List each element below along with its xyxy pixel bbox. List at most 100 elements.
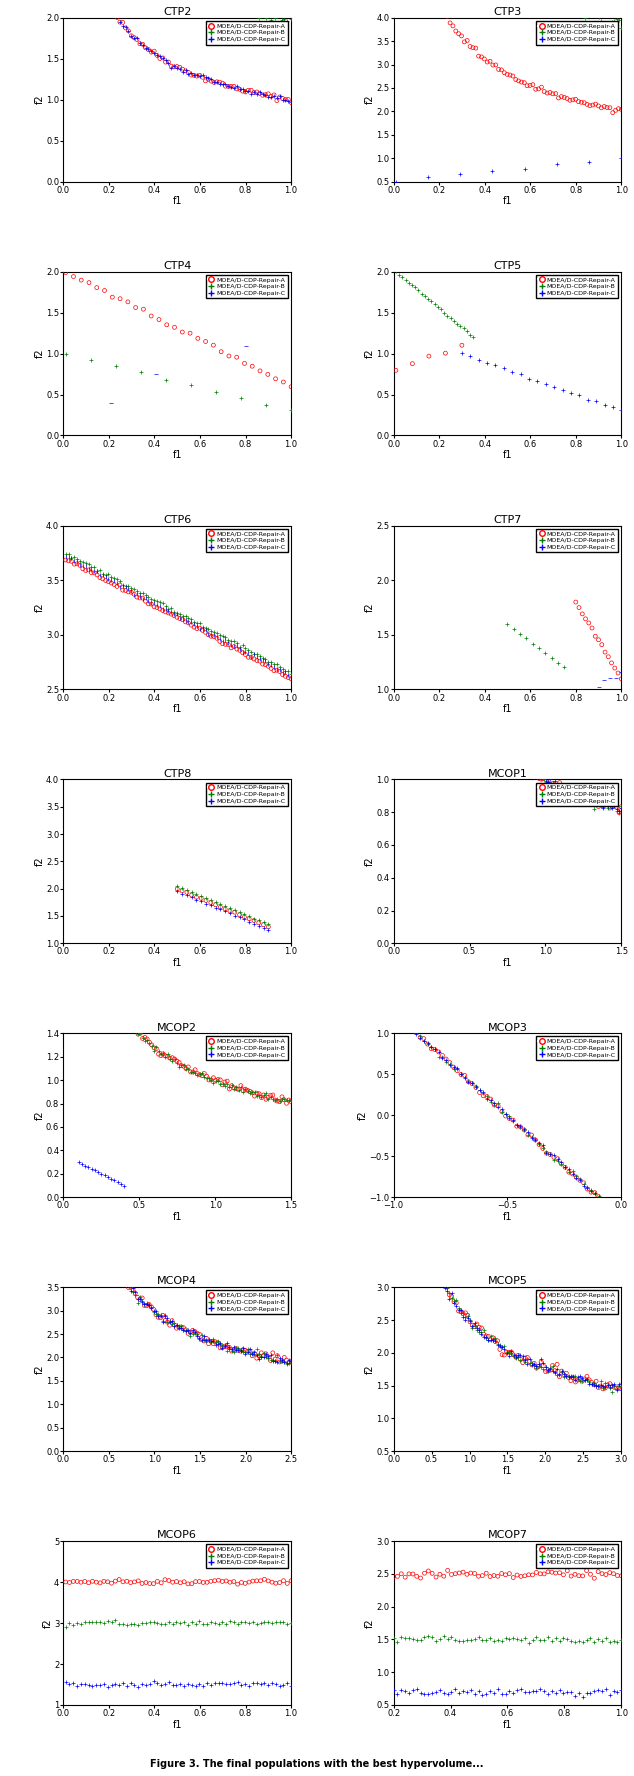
MOEA/D-CDP-Repair-B bbox=[137, 1288, 147, 1316]
MOEA/D-CDP-Repair-A bbox=[525, 71, 535, 99]
MOEA/D-CDP-Repair-A bbox=[206, 1066, 216, 1094]
MOEA/D-CDP-Repair-A bbox=[108, 982, 118, 1011]
MOEA/D-CDP-Repair-B bbox=[596, 792, 606, 821]
MOEA/D-CDP-Repair-B bbox=[86, 346, 96, 375]
MOEA/D-CDP-Repair-B bbox=[500, 1099, 510, 1128]
MOEA/D-CDP-Repair-A bbox=[535, 1559, 545, 1588]
MOEA/D-CDP-Repair-C bbox=[567, 1160, 578, 1188]
MOEA/D-CDP-Repair-B bbox=[468, 709, 478, 737]
MOEA/D-CDP-Repair-C bbox=[555, 776, 565, 805]
MOEA/D-CDP-Repair-A bbox=[392, 739, 402, 767]
MOEA/D-CDP-Repair-B bbox=[401, 1074, 411, 1103]
MOEA/D-CDP-Repair-A bbox=[250, 1082, 260, 1110]
MOEA/D-CDP-Repair-C bbox=[415, 1678, 425, 1707]
MOEA/D-CDP-Repair-C bbox=[560, 1153, 570, 1181]
MOEA/D-CDP-Repair-B bbox=[174, 1053, 184, 1082]
MOEA/D-CDP-Repair-B bbox=[593, 1625, 603, 1653]
MOEA/D-CDP-Repair-C bbox=[110, 1669, 120, 1698]
MOEA/D-CDP-Repair-C bbox=[263, 1671, 273, 1700]
MOEA/D-CDP-Repair-A bbox=[160, 1043, 171, 1071]
Title: MCOP7: MCOP7 bbox=[488, 1531, 527, 1540]
MOEA/D-CDP-Repair-A bbox=[80, 1156, 90, 1185]
MOEA/D-CDP-Repair-C bbox=[109, 0, 119, 27]
MOEA/D-CDP-Repair-A bbox=[137, 1570, 147, 1598]
MOEA/D-CDP-Repair-B bbox=[206, 1066, 216, 1094]
MOEA/D-CDP-Repair-A bbox=[209, 623, 219, 652]
MOEA/D-CDP-Repair-A bbox=[169, 313, 179, 341]
MOEA/D-CDP-Repair-A bbox=[204, 1330, 214, 1359]
MOEA/D-CDP-Repair-C bbox=[118, 1669, 128, 1698]
MOEA/D-CDP-Repair-C bbox=[616, 794, 626, 822]
MOEA/D-CDP-Repair-B bbox=[477, 719, 487, 748]
MOEA/D-CDP-Repair-C bbox=[246, 643, 256, 671]
MOEA/D-CDP-Repair-A bbox=[143, 36, 153, 64]
MOEA/D-CDP-Repair-C bbox=[605, 664, 615, 693]
MOEA/D-CDP-Repair-A bbox=[610, 654, 620, 682]
MOEA/D-CDP-Repair-A bbox=[424, 597, 434, 625]
MOEA/D-CDP-Repair-C bbox=[531, 1677, 541, 1705]
MOEA/D-CDP-Repair-A bbox=[204, 1066, 214, 1094]
MOEA/D-CDP-Repair-B bbox=[65, 662, 75, 691]
MOEA/D-CDP-Repair-A bbox=[103, 1568, 113, 1597]
MOEA/D-CDP-Repair-C bbox=[92, 558, 102, 586]
MOEA/D-CDP-Repair-B bbox=[59, 442, 69, 471]
MOEA/D-CDP-Repair-A bbox=[559, 776, 569, 805]
MOEA/D-CDP-Repair-C bbox=[249, 909, 259, 938]
MOEA/D-CDP-Repair-C bbox=[167, 1307, 177, 1336]
MOEA/D-CDP-Repair-A bbox=[178, 55, 188, 83]
MOEA/D-CDP-Repair-B bbox=[100, 1233, 110, 1261]
MOEA/D-CDP-Repair-B bbox=[489, 1627, 499, 1655]
MOEA/D-CDP-Repair-A bbox=[229, 1568, 239, 1597]
MOEA/D-CDP-Repair-A bbox=[488, 1323, 498, 1352]
MOEA/D-CDP-Repair-B bbox=[584, 1368, 594, 1396]
MOEA/D-CDP-Repair-C bbox=[573, 1364, 583, 1392]
MOEA/D-CDP-Repair-C bbox=[431, 1678, 441, 1707]
MOEA/D-CDP-Repair-B bbox=[546, 0, 556, 5]
MOEA/D-CDP-Repair-C bbox=[462, 1678, 472, 1707]
MOEA/D-CDP-Repair-C bbox=[461, 696, 471, 725]
MOEA/D-CDP-Repair-B bbox=[580, 4, 590, 32]
MOEA/D-CDP-Repair-B bbox=[149, 1037, 159, 1066]
MOEA/D-CDP-Repair-A bbox=[527, 758, 537, 787]
MOEA/D-CDP-Repair-A bbox=[493, 1092, 503, 1121]
MOEA/D-CDP-Repair-A bbox=[486, 725, 496, 753]
MOEA/D-CDP-Repair-A bbox=[152, 41, 162, 69]
MOEA/D-CDP-Repair-C bbox=[522, 755, 533, 783]
MOEA/D-CDP-Repair-B bbox=[582, 787, 592, 815]
MOEA/D-CDP-Repair-B bbox=[279, 1085, 289, 1114]
MOEA/D-CDP-Repair-C bbox=[256, 1343, 266, 1371]
MOEA/D-CDP-Repair-B bbox=[433, 1256, 443, 1284]
MOEA/D-CDP-Repair-C bbox=[441, 1046, 451, 1074]
MOEA/D-CDP-Repair-A bbox=[515, 1344, 526, 1373]
MOEA/D-CDP-Repair-B bbox=[263, 648, 273, 677]
MOEA/D-CDP-Repair-B bbox=[151, 1300, 161, 1328]
MOEA/D-CDP-Repair-C bbox=[244, 1671, 254, 1700]
MOEA/D-CDP-Repair-C bbox=[252, 80, 262, 108]
MOEA/D-CDP-Repair-C bbox=[535, 1675, 545, 1703]
MOEA/D-CDP-Repair-A bbox=[225, 1568, 235, 1597]
MOEA/D-CDP-Repair-C bbox=[120, 574, 131, 602]
MOEA/D-CDP-Repair-A bbox=[137, 1284, 147, 1312]
MOEA/D-CDP-Repair-A bbox=[206, 1327, 216, 1355]
MOEA/D-CDP-Repair-A bbox=[605, 94, 615, 123]
MOEA/D-CDP-Repair-B bbox=[403, 1105, 413, 1133]
MOEA/D-CDP-Repair-B bbox=[437, 1266, 448, 1295]
MOEA/D-CDP-Repair-C bbox=[78, 551, 88, 579]
MOEA/D-CDP-Repair-A bbox=[612, 1373, 622, 1401]
MOEA/D-CDP-Repair-C bbox=[129, 1671, 139, 1700]
Title: CTP4: CTP4 bbox=[163, 261, 191, 272]
MOEA/D-CDP-Repair-A bbox=[453, 1296, 463, 1325]
MOEA/D-CDP-Repair-A bbox=[89, 929, 100, 957]
MOEA/D-CDP-Repair-A bbox=[172, 604, 182, 632]
MOEA/D-CDP-Repair-C bbox=[107, 0, 117, 20]
MOEA/D-CDP-Repair-A bbox=[278, 368, 288, 396]
MOEA/D-CDP-Repair-C bbox=[141, 584, 151, 613]
MOEA/D-CDP-Repair-A bbox=[440, 652, 450, 680]
MOEA/D-CDP-Repair-C bbox=[513, 1341, 523, 1369]
MOEA/D-CDP-Repair-A bbox=[167, 1044, 178, 1073]
MOEA/D-CDP-Repair-C bbox=[63, 543, 74, 572]
MOEA/D-CDP-Repair-C bbox=[515, 361, 526, 389]
MOEA/D-CDP-Repair-B bbox=[248, 1607, 258, 1636]
MOEA/D-CDP-Repair-A bbox=[216, 337, 226, 366]
MOEA/D-CDP-Repair-A bbox=[283, 662, 294, 691]
